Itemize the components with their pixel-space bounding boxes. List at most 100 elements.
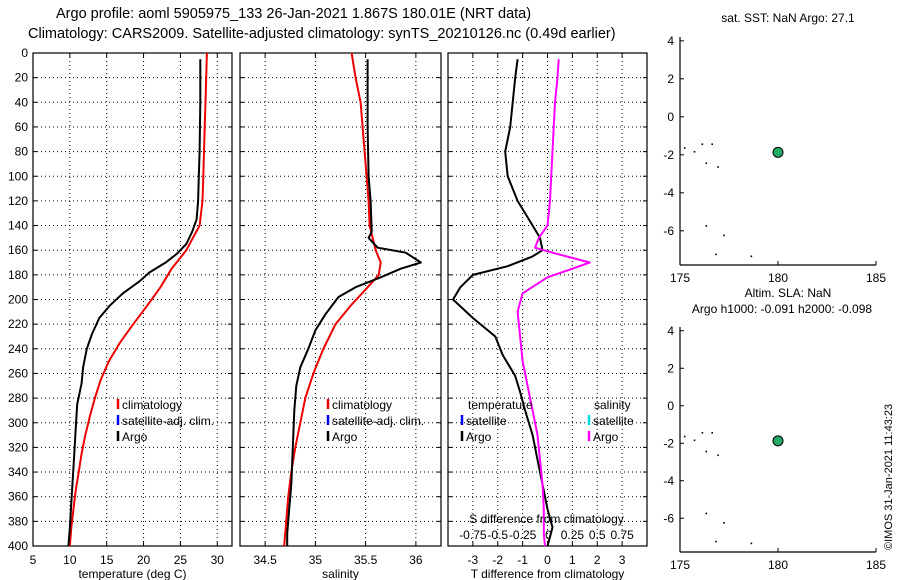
sla-map-subtitle: Argo h1000: -0.091 h2000: -0.098: [692, 302, 872, 316]
diff-x2-tick-label: 0: [545, 528, 552, 542]
sal-legend-argo-label: Argo: [332, 430, 358, 444]
diff-x2-tick-label: 0.75: [610, 528, 634, 542]
temp-xtick-label: 5: [30, 553, 37, 567]
sla-map-xtick-label: 185: [866, 558, 886, 572]
diff-legend-temp-argo-label: Argo: [466, 430, 492, 444]
sla-map-ytick-label: -6: [663, 511, 674, 525]
sst-map-coast-point: [683, 147, 686, 149]
title-line-2: Climatology: CARS2009. Satellite-adjuste…: [28, 26, 616, 42]
temp-ytick-label: 160: [8, 243, 28, 257]
temp-ytick-label: 0: [21, 46, 28, 60]
diff-temperature-line: [452, 59, 554, 547]
temp-ytick-label: 40: [15, 95, 29, 109]
temp-ytick-label: 260: [8, 366, 28, 380]
sst-map-ytick-label: -4: [663, 186, 674, 200]
sla-map-coast-point: [683, 435, 686, 438]
sla-map-coast-point: [723, 522, 725, 524]
temp-ytick-label: 100: [8, 169, 28, 183]
title-line-1: Argo profile: aoml 5905975_133 26-Jan-20…: [56, 6, 532, 22]
sst-map-ytick-label: 4: [667, 34, 674, 48]
sst-map-ytick-label: 2: [667, 72, 674, 86]
sla-map-coast-point: [693, 439, 696, 442]
sal-argo-line: [286, 59, 422, 546]
sst-map-coast-point: [705, 225, 708, 227]
sla-map-coast-point: [705, 512, 708, 515]
temp-legend-satellite-label: satellite-adj. clim.: [122, 414, 214, 428]
sst-map-ytick-label: 0: [667, 110, 674, 124]
sla-map-xtick-label: 175: [670, 558, 690, 572]
temp-xtick-label: 15: [100, 553, 114, 567]
diff-x2-tick-label: 0.25: [561, 528, 585, 542]
sla-map-coast-point: [750, 542, 753, 545]
diff-x2-tick-label: -0.75: [459, 528, 487, 542]
sla-map-coast-point: [701, 432, 704, 434]
temp-legend-climatology-label: climatology: [122, 398, 182, 412]
sal-xtick-label: 35.5: [354, 553, 378, 567]
sst-map-coast-point: [693, 151, 696, 153]
sal-frame: [239, 52, 442, 547]
sal-xtick-label: 35: [309, 553, 323, 567]
diff-xtick-label: -3: [468, 553, 479, 567]
sla-map-ytick-label: 0: [667, 399, 674, 413]
temp-ytick-label: 280: [8, 391, 28, 405]
temp-legend-argo-label: Argo: [122, 430, 148, 444]
diff-xtick-label: 0: [544, 553, 551, 567]
diff-salinity-line: [516, 59, 591, 547]
temp-ytick-label: 320: [8, 440, 28, 454]
sla-map-title: Altim. SLA: NaN: [745, 286, 832, 300]
temp-ytick-label: 360: [8, 490, 28, 504]
sst-map-coast-point: [711, 143, 713, 145]
sst-map-coast-point: [715, 253, 717, 256]
temp-ytick-label: 120: [8, 194, 28, 208]
sal-x-axis-label: salinity: [322, 567, 359, 580]
temp-argo-line: [67, 59, 202, 547]
diff-x2-tick-label: -0.5: [487, 528, 508, 542]
temp-ytick-label: 60: [15, 120, 29, 134]
sal-xtick-label: 36: [409, 553, 423, 567]
temp-ytick-label: 300: [8, 416, 28, 430]
diff-legend-salinity-title: salinity: [594, 398, 631, 412]
temp-ytick-label: 200: [8, 293, 28, 307]
diff-xtick-label: 3: [619, 553, 626, 567]
sla-map-coast-point: [705, 450, 708, 453]
diff-x2-tick-label: 0.5: [589, 528, 606, 542]
temp-ytick-label: 140: [8, 219, 28, 233]
sst-map-title: sat. SST: NaN Argo: 27.1: [721, 11, 855, 25]
sla-map-float-marker: [772, 435, 784, 447]
sla-map-ytick-label: 2: [667, 361, 674, 375]
temp-ytick-label: 220: [8, 317, 28, 331]
sal-legend-satellite-label: satellite-adj. clim.: [332, 414, 424, 428]
sla-map-xtick-label: 180: [768, 558, 788, 572]
sst-map-float-marker: [772, 146, 784, 158]
sst-map-xtick-label: 185: [866, 271, 886, 285]
temp-climatology-line: [68, 52, 208, 547]
temp-xtick-label: 30: [211, 553, 225, 567]
sal-xtick-label: 34.5: [253, 553, 277, 567]
temp-ytick-label: 400: [8, 539, 28, 553]
sst-map-coast-point: [717, 166, 719, 168]
diff-x2-axis-label: S difference from climatology: [469, 512, 624, 526]
sla-map-coast-point: [717, 454, 719, 457]
diff-x-axis-label: T difference from climatology: [471, 567, 625, 580]
sst-map-coast-point: [750, 255, 753, 258]
sst-map-xtick-label: 175: [670, 271, 690, 285]
diff-legend-sal-argo-label: Argo: [593, 430, 619, 444]
sal-legend-climatology-label: climatology: [332, 398, 392, 412]
temp-xtick-label: 25: [174, 553, 188, 567]
sst-map-ytick-label: -6: [663, 224, 674, 238]
sla-map-ytick-label: 4: [667, 324, 674, 338]
temp-xtick-label: 20: [137, 553, 151, 567]
sst-map-coast-point: [705, 162, 708, 164]
sla-map-coast-point: [711, 432, 713, 434]
temp-ytick-label: 80: [15, 145, 29, 159]
diff-legend-temperature-title: temperature: [468, 398, 533, 412]
diff-x2-tick-label: -0.25: [509, 528, 537, 542]
temp-ytick-label: 180: [8, 268, 28, 282]
temp-ytick-label: 340: [8, 465, 28, 479]
sst-map-coast-point: [723, 234, 725, 237]
temp-frame: [32, 52, 233, 547]
diff-xtick-label: -2: [492, 553, 503, 567]
sst-map-ytick-label: -2: [663, 148, 674, 162]
temp-ytick-label: 380: [8, 514, 28, 528]
